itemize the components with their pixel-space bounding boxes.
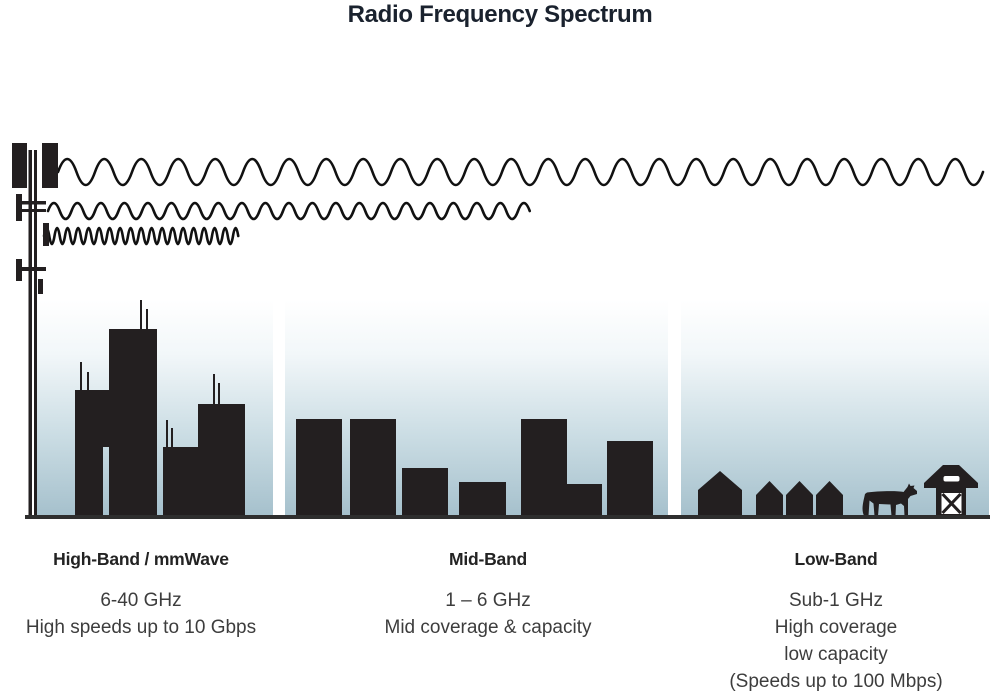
low-band-label: Low-Band Sub-1 GHz High coverage low cap… (696, 549, 976, 695)
house-icon (816, 481, 843, 517)
low-band-description: High coverage (774, 617, 898, 638)
ground-line (25, 515, 990, 519)
rural-scene (698, 465, 978, 517)
spectrum-illustration (12, 143, 990, 519)
city-skyline-icon (75, 300, 245, 517)
cell-tower-icon (12, 143, 58, 518)
low-band-frequency: Sub-1 GHz (789, 590, 883, 611)
high-band-label: High-Band / mmWave 6-40 GHz High speeds … (0, 549, 282, 641)
mid-band-panel (285, 300, 668, 517)
short-wavelength-wave-icon (42, 226, 240, 246)
radio-waves (42, 157, 985, 246)
midrise-buildings-icon (296, 419, 653, 517)
high-band-frequency: 6-40 GHz (100, 590, 182, 611)
mid-band-description: Mid coverage & capacity (384, 617, 592, 638)
mid-band-frequency: 1 – 6 GHz (445, 590, 531, 611)
mid-band-heading: Mid-Band (448, 549, 528, 569)
page-title: Radio Frequency Spectrum (347, 1, 653, 28)
mid-band-label: Mid-Band 1 – 6 GHz Mid coverage & capaci… (348, 549, 628, 641)
low-band-heading: Low-Band (794, 549, 878, 569)
medium-wavelength-wave-icon (46, 201, 532, 221)
barn-icon (924, 465, 978, 517)
house-icon (698, 471, 742, 517)
building-antennas (80, 300, 220, 447)
house-icon (756, 481, 783, 517)
low-band-description: low capacity (784, 644, 888, 665)
high-band-description: High speeds up to 10 Gbps (25, 617, 257, 638)
long-wavelength-wave-icon (56, 157, 985, 187)
low-band-speed-note: (Speeds up to 100 Mbps) (729, 671, 943, 692)
high-band-heading: High-Band / mmWave (53, 549, 229, 569)
cow-icon (862, 483, 917, 516)
house-icon (786, 481, 813, 517)
